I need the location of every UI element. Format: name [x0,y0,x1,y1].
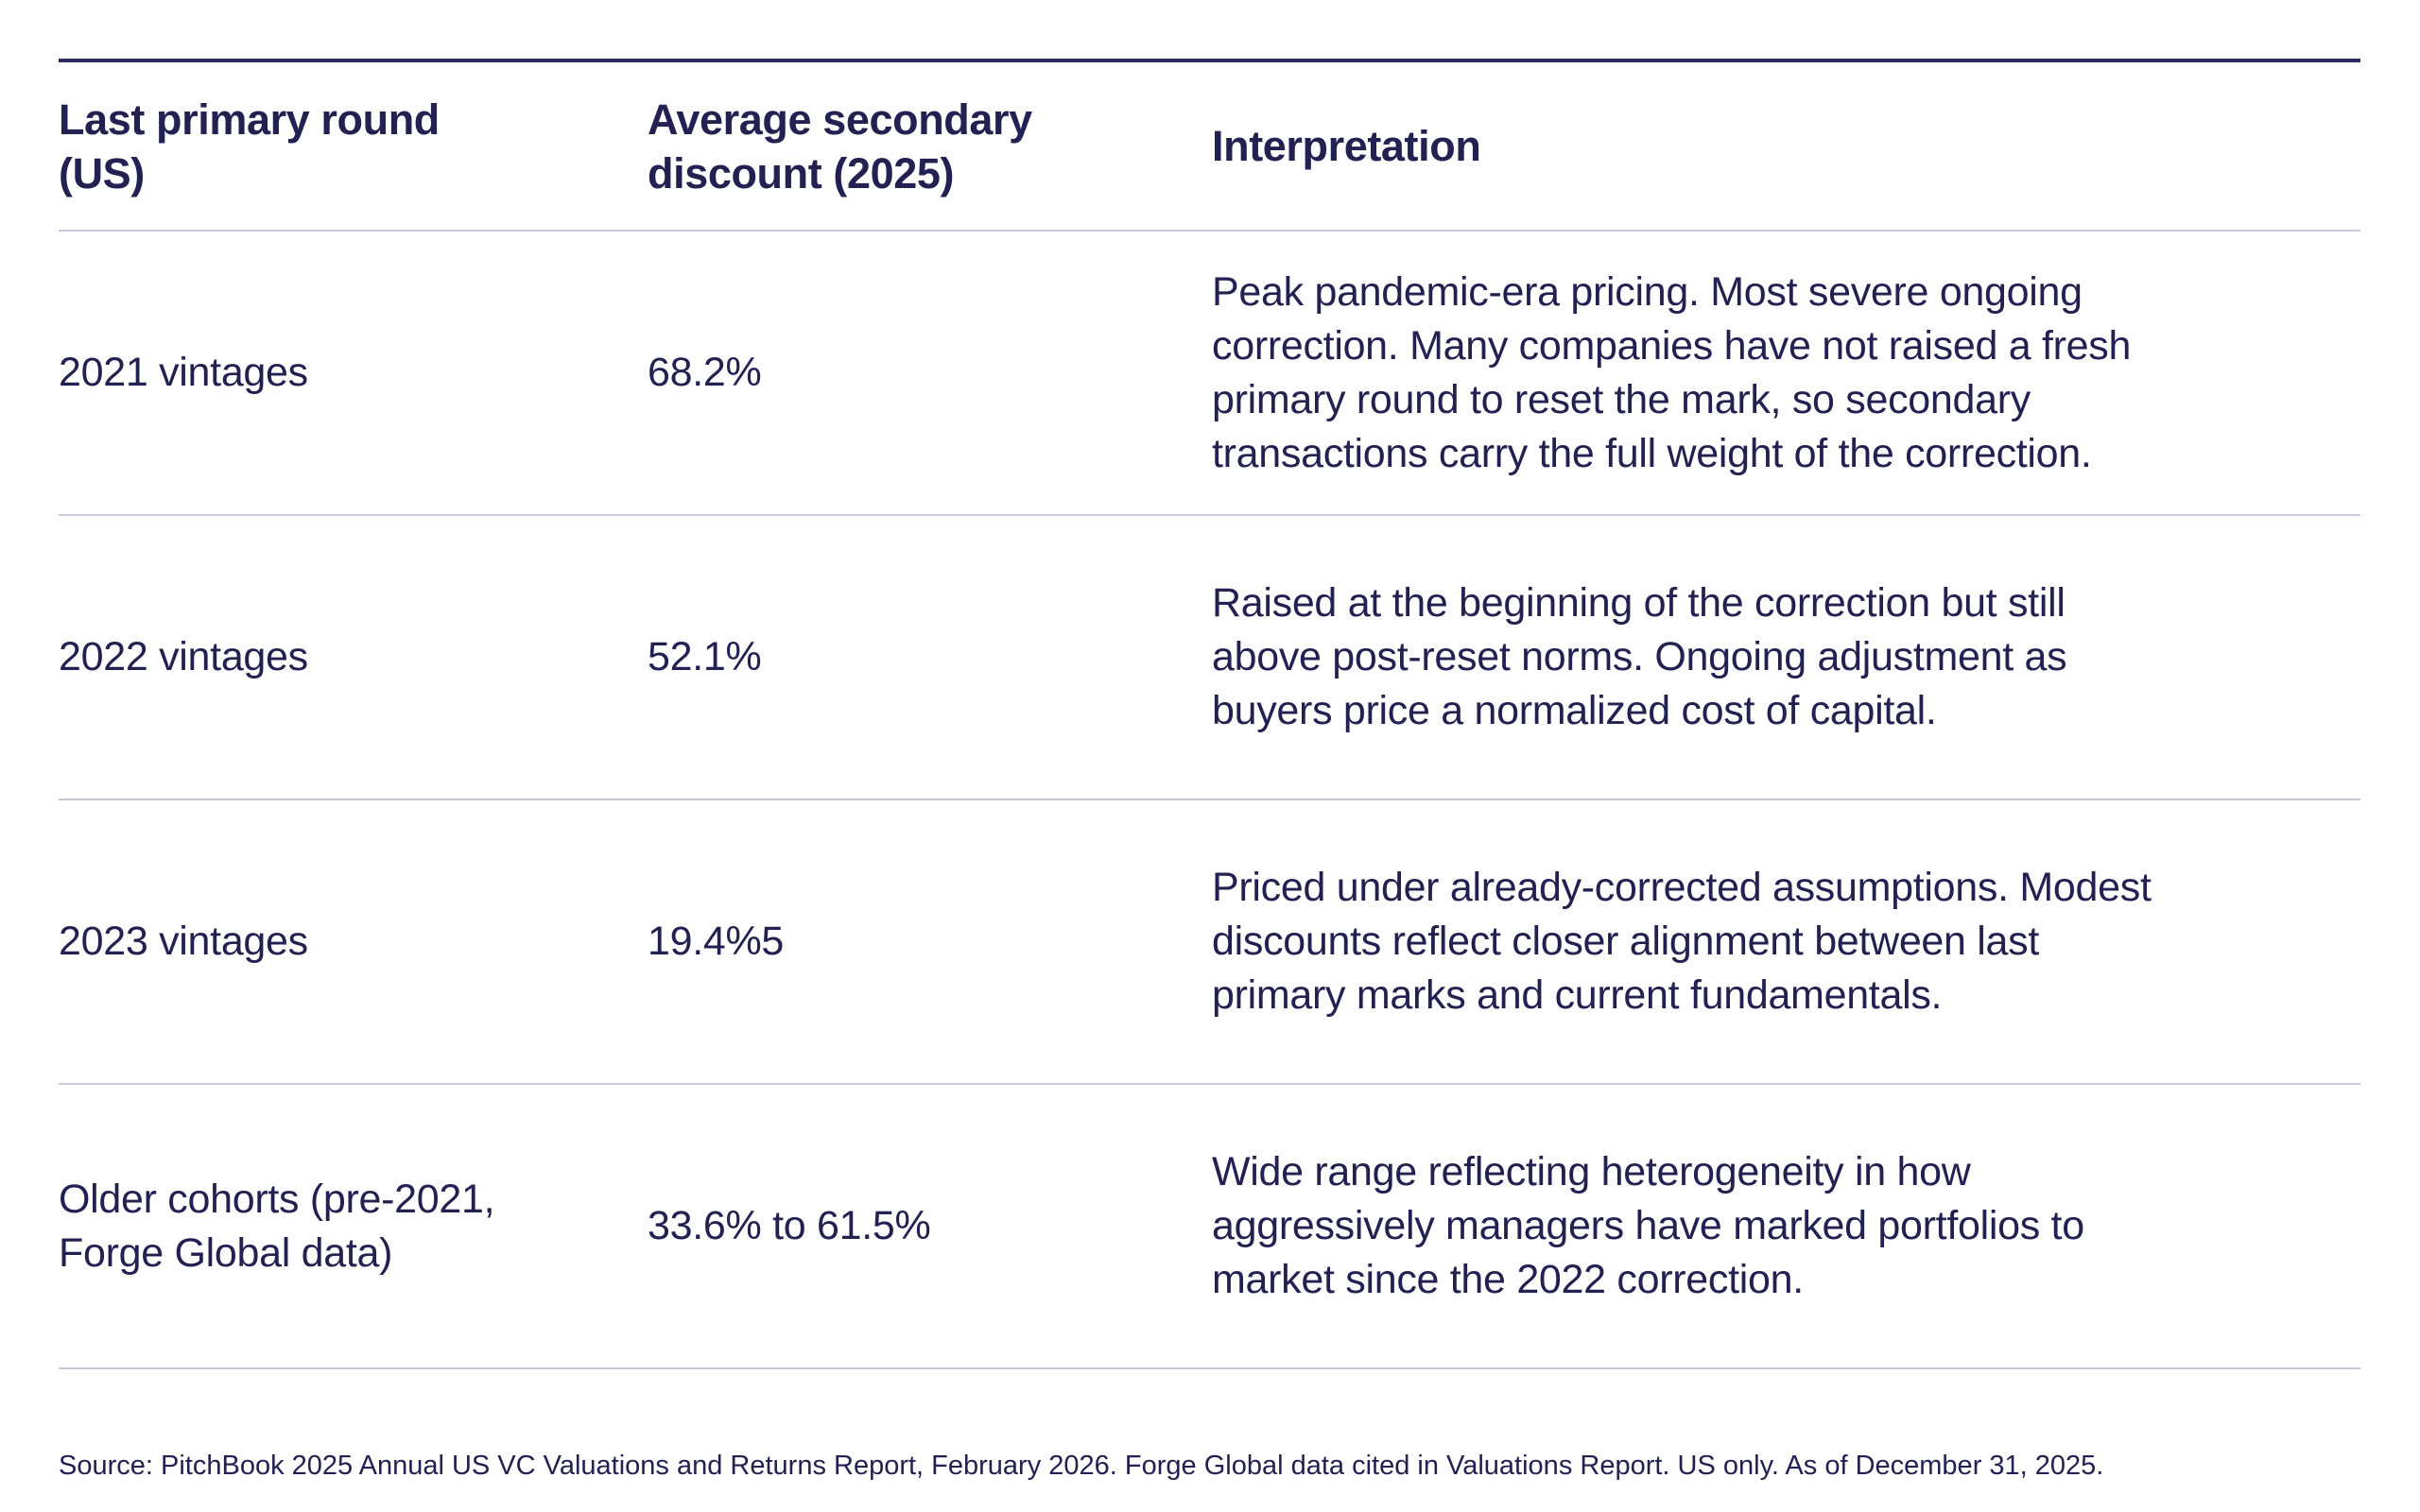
row-cohort: 2021 vintages [59,231,648,516]
source-note: Source: PitchBook 2025 Annual US VC Valu… [59,1451,2104,1481]
table-row: Older cohorts (pre-2021, Forge Global da… [59,1084,2360,1369]
row-discount: 19.4%5 [648,799,1212,1085]
row-discount: 33.6% to 61.5% [648,1084,1212,1369]
table-row: 2021 vintages 68.2% Peak pandemic-era pr… [59,231,2360,516]
row-cohort: 2022 vintages [59,515,648,800]
row-interpretation: Peak pandemic-era pricing. Most severe o… [1212,231,2360,516]
row-discount: 68.2% [648,231,1212,516]
header-last-primary-round: Last primary round (US) [59,60,648,232]
row-discount: 52.1% [648,515,1212,800]
table-row: 2023 vintages 19.4%5 Priced under alread… [59,799,2360,1085]
vintage-discount-table: Last primary round (US) Average secondar… [59,59,2360,1369]
row-interpretation: Priced under already-corrected assumptio… [1212,799,2360,1085]
row-cohort: 2023 vintages [59,799,648,1085]
row-cohort: Older cohorts (pre-2021, Forge Global da… [59,1084,648,1369]
header-average-secondary-discount: Average secondary discount (2025) [648,60,1212,232]
table-row: 2022 vintages 52.1% Raised at the beginn… [59,515,2360,800]
row-interpretation: Raised at the beginning of the correctio… [1212,515,2360,800]
table-header-row: Last primary round (US) Average secondar… [59,60,2360,232]
row-interpretation: Wide range reflecting heterogeneity in h… [1212,1084,2360,1369]
header-interpretation: Interpretation [1212,60,2360,232]
